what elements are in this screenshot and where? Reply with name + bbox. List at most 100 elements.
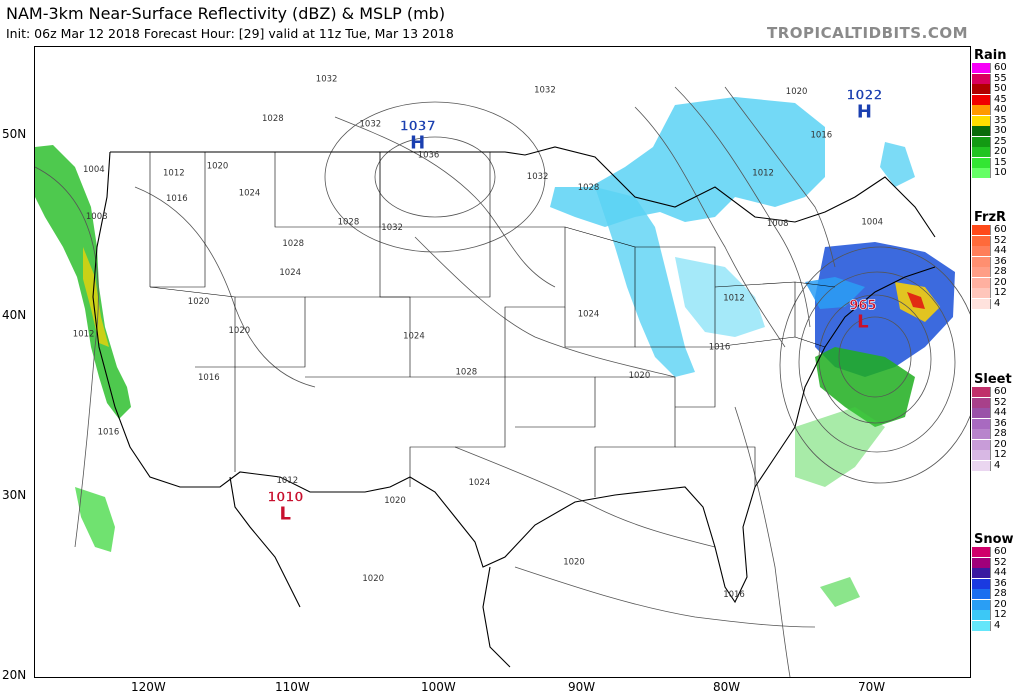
legend-snow: Snow 60 52 44 36 28 20 12 4 bbox=[972, 532, 1024, 631]
lat-label-20n: 20N bbox=[2, 668, 27, 682]
legend-row: 60 bbox=[972, 63, 1024, 74]
isobar-ring bbox=[838, 316, 912, 398]
mexico-gulf-coast bbox=[482, 566, 511, 668]
weather-map[interactable]: 1032 1032 1032 1028 1036 1032 1028 1032 1028 1028… bbox=[34, 46, 971, 678]
isobar-label: 1032 bbox=[534, 85, 556, 95]
legend-row: 55 bbox=[972, 72, 1024, 85]
legend-row: 28 bbox=[972, 267, 1024, 278]
legend-swatch bbox=[972, 589, 991, 600]
legend-row: 52 bbox=[972, 397, 1024, 409]
legend-level: 44 bbox=[994, 567, 1007, 579]
legend-row: 44 bbox=[972, 408, 1024, 419]
legend-level: 4 bbox=[994, 619, 1001, 631]
legend-swatch bbox=[972, 157, 991, 168]
state-border bbox=[150, 152, 206, 288]
legend-swatch bbox=[972, 408, 991, 419]
legend-row: 28 bbox=[972, 589, 1024, 600]
legend-level: 28 bbox=[994, 428, 1007, 440]
state-border bbox=[234, 296, 306, 472]
legend-row: 50 bbox=[972, 84, 1024, 95]
lat-label-30n: 30N bbox=[2, 488, 27, 502]
legend-row: 4 bbox=[972, 619, 1024, 632]
lon-label-120w: 120W bbox=[131, 680, 166, 694]
pressure-value: 1037 bbox=[400, 119, 436, 134]
legend-level: 15 bbox=[994, 156, 1007, 168]
legend-swatch bbox=[972, 73, 991, 84]
legend-level: 20 bbox=[994, 146, 1007, 158]
legend-swatch bbox=[972, 136, 991, 147]
baja-coast bbox=[229, 476, 301, 608]
lon-label-100w: 100W bbox=[421, 680, 456, 694]
legend-swatch bbox=[972, 620, 991, 631]
legend-row: 20 bbox=[972, 438, 1024, 451]
rain-scattered-atlantic bbox=[795, 407, 885, 487]
legend-swatch bbox=[972, 288, 991, 299]
legend-row: 36 bbox=[972, 418, 1024, 430]
isobar-label: 1024 bbox=[469, 478, 491, 488]
legend-row: 45 bbox=[972, 93, 1024, 106]
legend-row: 30 bbox=[972, 126, 1024, 137]
isobar-label: 1020 bbox=[384, 496, 406, 506]
state-border bbox=[409, 376, 506, 487]
isobar-label: 1024 bbox=[239, 188, 261, 198]
legend-title: Sleet bbox=[974, 372, 1012, 387]
state-border bbox=[594, 376, 676, 497]
legend-row: 60 bbox=[972, 547, 1024, 558]
legend-swatch bbox=[972, 568, 991, 579]
legend-level: 44 bbox=[994, 407, 1007, 419]
legend-level: 12 bbox=[994, 609, 1007, 621]
legend-row: 36 bbox=[972, 578, 1024, 590]
legend-swatch bbox=[972, 168, 991, 179]
pressure-value: 1022 bbox=[846, 89, 882, 104]
pressure-symbol: H bbox=[857, 102, 872, 123]
legend-row: 40 bbox=[972, 105, 1024, 116]
rain-intense-nor-easter bbox=[907, 292, 925, 309]
legend-swatch bbox=[972, 460, 991, 471]
isobar-label: 1020 bbox=[188, 297, 210, 307]
legend-swatch bbox=[972, 298, 991, 309]
legend-row: 36 bbox=[972, 256, 1024, 268]
legend-level: 50 bbox=[994, 83, 1007, 95]
legend-swatch bbox=[972, 126, 991, 137]
legend-level: 20 bbox=[994, 438, 1007, 450]
isobar-label: 1012 bbox=[277, 476, 299, 486]
legend-row: 25 bbox=[972, 136, 1024, 148]
isobar-label: 1020 bbox=[207, 161, 229, 171]
pressure-symbol: L bbox=[280, 503, 291, 524]
legend-level: 45 bbox=[994, 93, 1007, 105]
isobar-ring bbox=[798, 271, 956, 453]
isobar-line bbox=[734, 406, 791, 677]
legend-row: 20 bbox=[972, 147, 1024, 158]
state-border bbox=[305, 296, 411, 378]
legend-level: 52 bbox=[994, 234, 1007, 246]
legend-level: 60 bbox=[994, 546, 1007, 558]
rain-core-pacific-nw bbox=[83, 247, 109, 347]
state-border bbox=[675, 446, 756, 487]
isobar-label: 1016 bbox=[98, 427, 120, 437]
snow-area-midwest bbox=[595, 187, 695, 377]
legend-swatch bbox=[972, 277, 991, 288]
pressure-value: 1010 bbox=[267, 490, 303, 505]
isobar-label: 1020 bbox=[362, 574, 384, 584]
isobar-line bbox=[514, 566, 816, 628]
legend-row: 52 bbox=[972, 234, 1024, 247]
lon-label-70w: 70W bbox=[858, 680, 886, 694]
state-border bbox=[505, 376, 596, 428]
us-canada-border bbox=[110, 146, 936, 238]
legend-swatch bbox=[972, 235, 991, 246]
legend-swatch bbox=[972, 439, 991, 450]
lat-label-50n: 50N bbox=[2, 127, 27, 141]
legend-level: 55 bbox=[994, 72, 1007, 84]
legend-rain: Rain 60 55 50 45 40 35 30 25 20 15 10 bbox=[972, 48, 1024, 179]
isobar-label: 1016 bbox=[723, 590, 745, 600]
isobar-label: 1012 bbox=[752, 169, 774, 179]
state-border bbox=[274, 152, 381, 228]
legend-level: 4 bbox=[994, 297, 1001, 309]
isobar-label: 1020 bbox=[629, 371, 651, 381]
isobar-label: 1028 bbox=[282, 239, 304, 249]
snow-area-ohio bbox=[675, 257, 765, 337]
legend-row: 12 bbox=[972, 610, 1024, 621]
isobar-line bbox=[724, 86, 836, 268]
